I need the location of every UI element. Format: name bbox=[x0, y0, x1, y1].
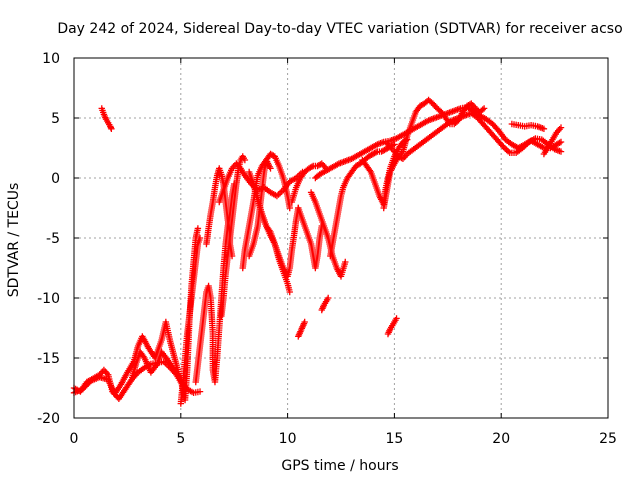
data-markers bbox=[70, 96, 565, 407]
data-point bbox=[82, 383, 89, 390]
data-point bbox=[557, 148, 565, 155]
series-sat-z bbox=[384, 315, 400, 338]
data-point bbox=[317, 161, 324, 168]
series-sat-e bbox=[177, 234, 204, 407]
y-tick-label: 0 bbox=[51, 171, 60, 187]
grid-lines bbox=[74, 58, 608, 418]
series-sat-u bbox=[359, 136, 411, 208]
data-point bbox=[479, 106, 486, 113]
data-point bbox=[79, 386, 86, 393]
data-point bbox=[404, 136, 411, 143]
y-tick-label: -20 bbox=[37, 411, 60, 427]
y-tick-label: -15 bbox=[37, 351, 60, 367]
axis-ticks: 0 5 10 15 20 25 10 5 0 -5 -10 -15 -20 bbox=[37, 51, 617, 447]
data-point bbox=[301, 318, 308, 326]
data-point bbox=[557, 138, 565, 146]
y-tick-label: 10 bbox=[42, 51, 60, 67]
data-point bbox=[342, 258, 349, 266]
data-point bbox=[196, 388, 204, 395]
series-sat-v bbox=[508, 120, 548, 132]
y-tick-label: -10 bbox=[37, 291, 60, 307]
data-point bbox=[498, 142, 506, 149]
series-sat-p bbox=[288, 160, 330, 206]
x-tick-label: 5 bbox=[176, 431, 185, 447]
data-point bbox=[402, 137, 409, 144]
series-sat-l bbox=[245, 168, 293, 296]
data-point bbox=[398, 154, 405, 162]
data-point bbox=[391, 141, 398, 148]
y-tick-label: 5 bbox=[51, 111, 60, 127]
data-point bbox=[196, 234, 204, 242]
series-sat-q bbox=[327, 141, 398, 260]
series-sat-c bbox=[98, 105, 115, 132]
x-tick-label: 0 bbox=[70, 431, 79, 447]
series-sat-y bbox=[318, 294, 332, 314]
data-point bbox=[324, 294, 332, 302]
series-sat-w bbox=[540, 124, 565, 158]
data-point bbox=[557, 124, 565, 131]
data-point bbox=[85, 380, 92, 387]
chart-title: Day 242 of 2024, Sidereal Day-to-day VTE… bbox=[57, 21, 622, 37]
data-point bbox=[480, 105, 488, 112]
x-tick-label: 10 bbox=[279, 431, 297, 447]
data-point bbox=[286, 288, 293, 296]
y-axis-label: SDTVAR / TECUs bbox=[6, 183, 22, 298]
data-point bbox=[540, 125, 548, 132]
data-point bbox=[286, 204, 293, 212]
data-point bbox=[267, 165, 274, 172]
data-point bbox=[393, 315, 400, 322]
y-tick-label: -5 bbox=[46, 231, 60, 247]
data-point bbox=[194, 225, 202, 232]
series-sat-x bbox=[295, 318, 308, 340]
series-sat-i bbox=[216, 160, 306, 206]
data-point bbox=[556, 139, 563, 146]
data-point bbox=[241, 156, 249, 164]
series-sat-m bbox=[239, 156, 274, 272]
series-sat-t bbox=[382, 110, 565, 162]
data-point bbox=[428, 99, 435, 106]
x-axis-label: GPS time / hours bbox=[281, 458, 398, 474]
x-tick-label: 15 bbox=[385, 431, 403, 447]
data-point bbox=[83, 381, 91, 389]
data-point bbox=[80, 384, 88, 391]
data-point bbox=[372, 149, 380, 156]
data-point bbox=[108, 125, 115, 132]
data-point bbox=[466, 101, 474, 108]
x-tick-label: 20 bbox=[492, 431, 510, 447]
data-point bbox=[308, 163, 316, 170]
x-tick-label: 25 bbox=[599, 431, 617, 447]
